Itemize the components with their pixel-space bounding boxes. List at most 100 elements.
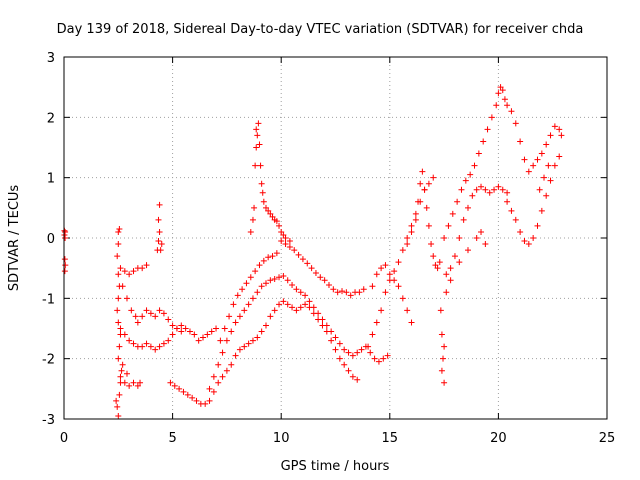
- data-point: [408, 228, 415, 235]
- data-point: [143, 307, 150, 314]
- data-point: [132, 313, 139, 320]
- series-13: [441, 84, 565, 241]
- data-point: [345, 367, 352, 374]
- data-point: [386, 271, 393, 278]
- data-point: [419, 168, 426, 175]
- data-point: [408, 222, 415, 229]
- data-point: [273, 218, 280, 225]
- data-point: [286, 244, 293, 251]
- data-point: [158, 241, 165, 248]
- data-point: [473, 235, 480, 241]
- data-point: [115, 228, 122, 235]
- data-point: [155, 216, 162, 223]
- data-point: [464, 247, 471, 254]
- data-point: [139, 343, 146, 350]
- data-point: [256, 262, 263, 269]
- data-point: [430, 174, 437, 181]
- data-point: [332, 346, 339, 353]
- data-point: [436, 259, 443, 266]
- data-point: [251, 204, 258, 211]
- data-point: [115, 241, 122, 248]
- data-point: [449, 210, 456, 217]
- data-point: [541, 174, 548, 181]
- data-point: [421, 186, 428, 193]
- data-point: [271, 307, 278, 314]
- data-point: [399, 295, 406, 302]
- data-point: [115, 319, 122, 326]
- data-point: [115, 271, 122, 278]
- data-point: [336, 340, 343, 347]
- data-point: [206, 397, 213, 404]
- data-point: [547, 132, 554, 139]
- data-point: [139, 265, 146, 272]
- data-point: [208, 328, 215, 335]
- data-point: [328, 337, 335, 344]
- data-point: [521, 238, 528, 245]
- y-tick-label: -2: [42, 353, 55, 368]
- data-point: [262, 204, 269, 211]
- data-point: [278, 228, 285, 235]
- data-point: [232, 352, 239, 359]
- chart-title: Day 139 of 2018, Sidereal Day-to-day VTE…: [57, 22, 584, 37]
- data-point: [286, 238, 293, 245]
- data-point: [480, 138, 487, 145]
- data-point: [115, 295, 122, 302]
- series-2: [117, 361, 144, 389]
- data-point: [434, 265, 441, 272]
- data-point: [382, 289, 389, 296]
- data-point: [404, 235, 411, 241]
- data-point: [454, 198, 461, 205]
- data-point: [497, 84, 504, 91]
- data-point: [230, 301, 237, 308]
- data-point: [223, 337, 230, 344]
- data-point: [186, 328, 193, 335]
- data-point: [297, 304, 304, 311]
- data-point: [210, 373, 217, 380]
- data-point: [278, 238, 285, 245]
- data-point: [157, 247, 164, 254]
- data-point: [373, 271, 380, 278]
- data-point: [134, 382, 141, 389]
- data-point: [538, 207, 545, 214]
- data-point: [517, 138, 524, 145]
- data-point: [556, 153, 563, 160]
- data-point: [262, 322, 269, 329]
- data-point: [253, 144, 260, 151]
- data-point: [482, 186, 489, 193]
- data-point: [282, 235, 289, 241]
- data-point: [152, 346, 159, 353]
- y-tick-label: 1: [47, 172, 55, 187]
- plot-frame: [63, 56, 608, 420]
- x-tick-label: 25: [599, 431, 616, 446]
- data-point: [165, 337, 172, 344]
- data-point: [493, 102, 500, 109]
- y-tick-label: -3: [42, 413, 55, 428]
- data-point: [258, 180, 265, 187]
- data-point: [276, 222, 283, 229]
- data-point: [114, 403, 121, 410]
- data-point: [204, 331, 211, 338]
- data-point: [558, 132, 565, 139]
- data-point: [371, 355, 378, 362]
- x-tick-label: 20: [490, 431, 507, 446]
- data-point: [543, 192, 550, 199]
- data-point: [308, 265, 315, 272]
- data-point: [249, 216, 256, 223]
- data-point: [538, 150, 545, 157]
- data-point: [117, 265, 124, 272]
- data-point: [384, 352, 391, 359]
- data-point: [343, 289, 350, 296]
- data-point: [369, 331, 376, 338]
- data-point: [245, 301, 252, 308]
- data-point: [121, 268, 128, 275]
- data-point: [369, 283, 376, 290]
- x-tick-label: 15: [382, 431, 399, 446]
- data-point: [530, 235, 537, 241]
- data-point: [551, 162, 558, 169]
- data-point: [425, 222, 432, 229]
- x-tick-label: 0: [60, 431, 68, 446]
- data-point: [404, 241, 411, 248]
- data-point: [160, 340, 167, 347]
- data-point: [456, 235, 463, 241]
